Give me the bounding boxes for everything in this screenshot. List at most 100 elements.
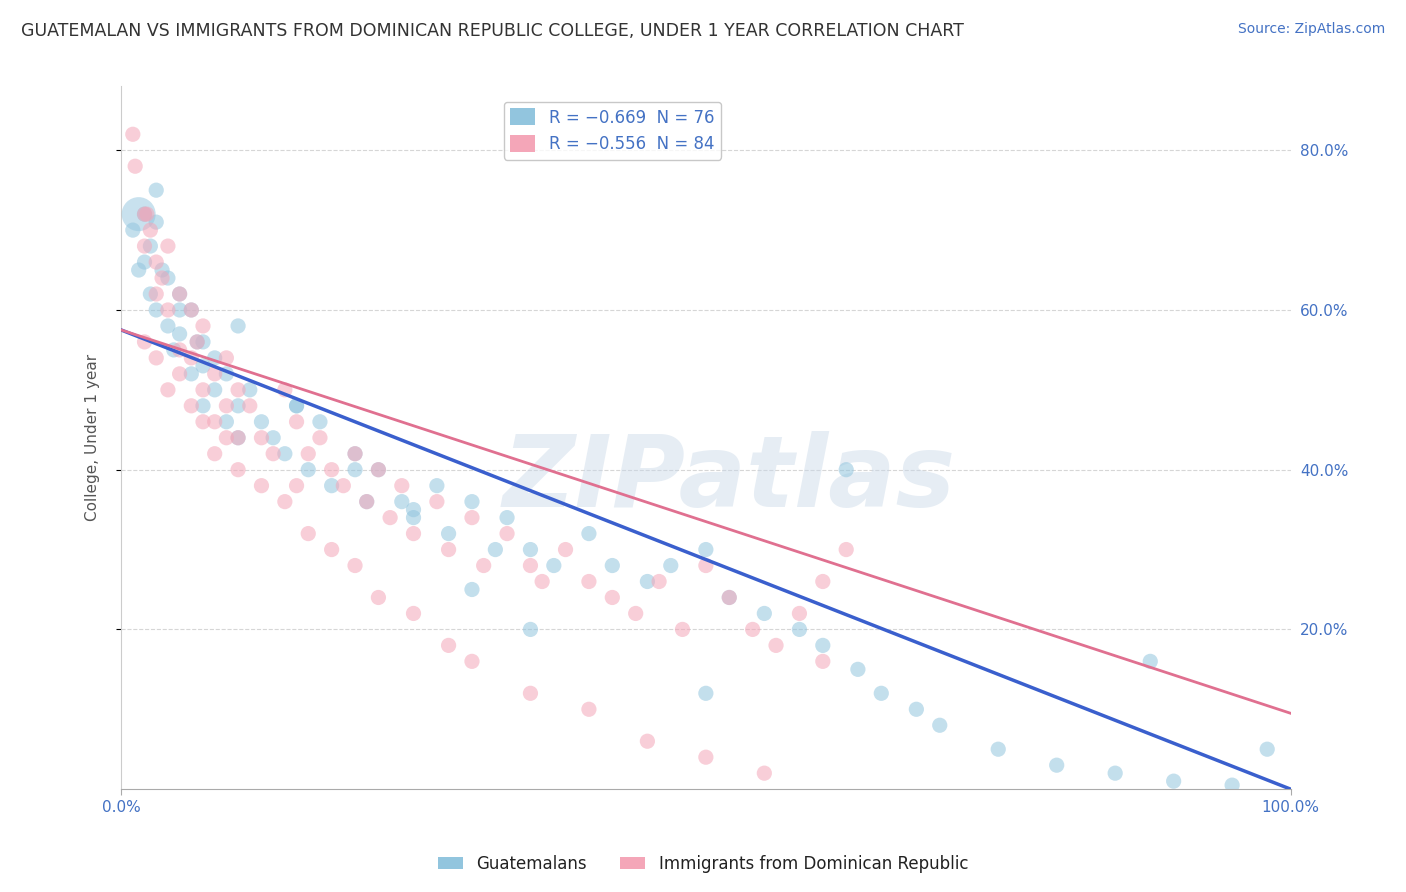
Point bbox=[134, 255, 156, 269]
Point bbox=[150, 263, 173, 277]
Point bbox=[226, 431, 249, 445]
Point bbox=[391, 494, 413, 508]
Point bbox=[156, 318, 179, 333]
Point bbox=[191, 318, 214, 333]
Point bbox=[811, 574, 834, 589]
Point bbox=[191, 359, 214, 373]
Point bbox=[124, 159, 146, 173]
Point bbox=[928, 718, 950, 732]
Point bbox=[578, 526, 600, 541]
Point bbox=[215, 415, 238, 429]
Legend: Guatemalans, Immigrants from Dominican Republic: Guatemalans, Immigrants from Dominican R… bbox=[432, 848, 974, 880]
Point bbox=[285, 415, 308, 429]
Point bbox=[846, 662, 869, 676]
Point bbox=[905, 702, 928, 716]
Point bbox=[215, 351, 238, 365]
Point bbox=[150, 271, 173, 285]
Point bbox=[215, 399, 238, 413]
Text: Source: ZipAtlas.com: Source: ZipAtlas.com bbox=[1237, 22, 1385, 37]
Point bbox=[695, 750, 717, 764]
Point bbox=[191, 399, 214, 413]
Point bbox=[321, 542, 343, 557]
Point bbox=[402, 607, 425, 621]
Point bbox=[519, 558, 541, 573]
Point bbox=[186, 334, 208, 349]
Point bbox=[134, 207, 156, 221]
Point bbox=[215, 367, 238, 381]
Point bbox=[134, 239, 156, 253]
Point bbox=[835, 542, 858, 557]
Point bbox=[250, 415, 273, 429]
Point bbox=[391, 478, 413, 492]
Point bbox=[835, 463, 858, 477]
Point bbox=[1163, 774, 1185, 789]
Point bbox=[1220, 778, 1243, 792]
Point bbox=[402, 502, 425, 516]
Point bbox=[156, 239, 179, 253]
Point bbox=[297, 447, 319, 461]
Text: GUATEMALAN VS IMMIGRANTS FROM DOMINICAN REPUBLIC COLLEGE, UNDER 1 YEAR CORRELATI: GUATEMALAN VS IMMIGRANTS FROM DOMINICAN … bbox=[21, 22, 965, 40]
Point bbox=[356, 494, 378, 508]
Point bbox=[128, 207, 150, 221]
Point bbox=[461, 654, 484, 668]
Point bbox=[191, 334, 214, 349]
Point bbox=[519, 542, 541, 557]
Point bbox=[754, 766, 776, 780]
Point bbox=[461, 582, 484, 597]
Point bbox=[402, 526, 425, 541]
Point bbox=[437, 542, 460, 557]
Point bbox=[145, 287, 167, 301]
Point bbox=[600, 558, 623, 573]
Point bbox=[274, 383, 297, 397]
Point bbox=[239, 383, 262, 397]
Point bbox=[121, 223, 143, 237]
Point bbox=[204, 351, 226, 365]
Point bbox=[204, 383, 226, 397]
Point bbox=[309, 431, 332, 445]
Point bbox=[297, 463, 319, 477]
Point bbox=[344, 558, 367, 573]
Point bbox=[180, 399, 202, 413]
Point bbox=[321, 463, 343, 477]
Point bbox=[484, 542, 506, 557]
Point bbox=[274, 447, 297, 461]
Point bbox=[344, 447, 367, 461]
Point bbox=[250, 478, 273, 492]
Point bbox=[226, 463, 249, 477]
Point bbox=[496, 510, 519, 524]
Point bbox=[145, 303, 167, 318]
Point bbox=[156, 383, 179, 397]
Point bbox=[578, 702, 600, 716]
Point bbox=[636, 734, 658, 748]
Point bbox=[1139, 654, 1161, 668]
Point bbox=[285, 399, 308, 413]
Point bbox=[378, 510, 401, 524]
Point bbox=[180, 351, 202, 365]
Point bbox=[297, 526, 319, 541]
Legend: R = −0.669  N = 76, R = −0.556  N = 84: R = −0.669 N = 76, R = −0.556 N = 84 bbox=[503, 102, 721, 160]
Point bbox=[226, 318, 249, 333]
Point bbox=[789, 623, 811, 637]
Point bbox=[274, 494, 297, 508]
Point bbox=[169, 367, 191, 381]
Point bbox=[226, 383, 249, 397]
Point bbox=[472, 558, 495, 573]
Point bbox=[811, 639, 834, 653]
Point bbox=[139, 223, 162, 237]
Point bbox=[636, 574, 658, 589]
Point bbox=[139, 287, 162, 301]
Point bbox=[191, 383, 214, 397]
Point bbox=[695, 686, 717, 700]
Point bbox=[134, 207, 156, 221]
Point bbox=[215, 431, 238, 445]
Point bbox=[186, 334, 208, 349]
Point bbox=[121, 128, 143, 142]
Point bbox=[531, 574, 554, 589]
Point bbox=[262, 431, 284, 445]
Point bbox=[226, 431, 249, 445]
Point bbox=[134, 334, 156, 349]
Point bbox=[145, 215, 167, 229]
Point bbox=[367, 463, 389, 477]
Point bbox=[156, 303, 179, 318]
Point bbox=[426, 478, 449, 492]
